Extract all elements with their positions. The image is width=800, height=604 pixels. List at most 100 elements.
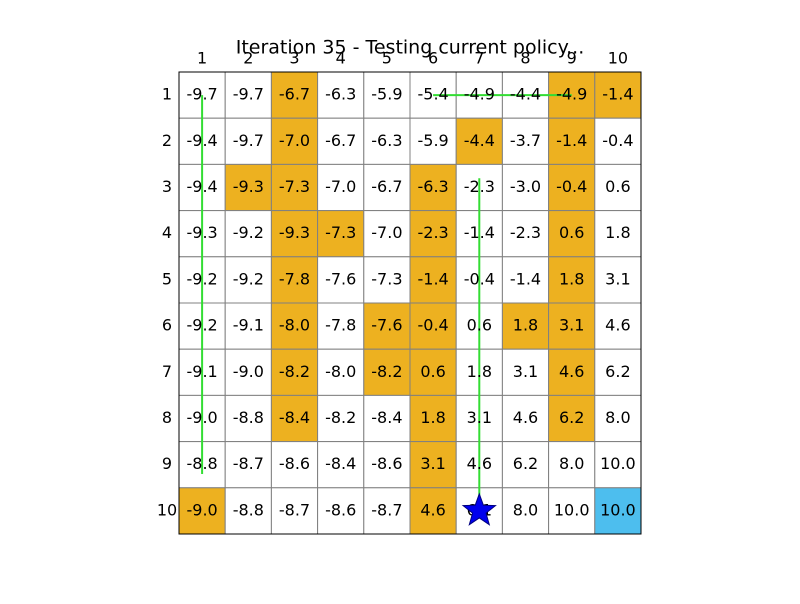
cell-value: -6.7 (371, 177, 402, 196)
cell (224, 117, 272, 165)
cell (501, 117, 550, 165)
column-label: 1 (197, 49, 207, 68)
cell-value: 3.1 (605, 269, 630, 288)
cell (409, 487, 457, 535)
cell (363, 394, 411, 443)
cell-value: -0.4 (464, 269, 495, 288)
row-label: 2 (162, 131, 172, 150)
cell-value: -6.7 (279, 85, 310, 104)
cell-value: -9.2 (233, 269, 264, 288)
cell-value: -9.0 (233, 362, 264, 381)
cell-value: -9.7 (233, 85, 264, 104)
cell-value: 3.1 (420, 454, 445, 473)
cell (594, 348, 642, 396)
cell-value: 4.6 (513, 408, 538, 427)
cell (317, 302, 365, 350)
cell-value: -1.4 (510, 269, 541, 288)
title: Iteration 35 - Testing current policy... (236, 37, 585, 59)
row-label: 1 (162, 85, 172, 104)
cell (224, 394, 272, 443)
row-label: 7 (162, 362, 172, 381)
cell-value: 6.2 (605, 362, 630, 381)
cell-value: -5.9 (417, 131, 448, 150)
cell-value: -9.1 (233, 316, 264, 335)
cell (270, 163, 319, 212)
cell (501, 348, 550, 396)
cell-value: 1.8 (513, 316, 538, 335)
cell (594, 256, 642, 304)
cell (409, 117, 457, 165)
cell (409, 302, 457, 350)
cell-value: 4.6 (420, 500, 445, 519)
cell (501, 487, 550, 535)
cell-value: -8.2 (371, 362, 402, 381)
cell-value: -8.6 (371, 454, 402, 473)
cell-value: -9.2 (186, 269, 217, 288)
cell-value: -7.3 (279, 177, 310, 196)
cell-value: 10.0 (600, 454, 636, 473)
cell-value: 8.0 (605, 408, 630, 427)
cell (548, 302, 596, 350)
cell (317, 348, 365, 396)
cell (224, 71, 272, 119)
cell-value: -4.4 (510, 85, 541, 104)
cell-value: 3.1 (467, 408, 492, 427)
row-label: 10 (157, 500, 177, 519)
cell (548, 117, 596, 165)
column-label: 6 (428, 49, 438, 68)
cell-value: -5.9 (371, 85, 402, 104)
cell-value: -1.4 (417, 269, 448, 288)
cell-value: -7.0 (279, 131, 310, 150)
cell-value: 1.8 (605, 223, 630, 242)
cell-value: -9.3 (186, 223, 217, 242)
agent-star (461, 492, 497, 526)
cell-value: -0.4 (602, 131, 633, 150)
cell (178, 487, 226, 535)
cell-value: -0.4 (417, 316, 448, 335)
cell-value: -9.7 (233, 131, 264, 150)
cell-value: 4.6 (559, 362, 584, 381)
column-label: 2 (243, 49, 253, 68)
row-label: 5 (162, 269, 172, 288)
cell-value: -2.3 (464, 177, 495, 196)
cell (363, 256, 411, 304)
cell (317, 117, 365, 165)
cell-value: -2.3 (417, 223, 448, 242)
cell-value: -8.6 (279, 454, 310, 473)
grid-border (178, 71, 642, 535)
cell-value: -6.3 (325, 85, 356, 104)
cell-value: -9.0 (186, 408, 217, 427)
row-label: 8 (162, 408, 172, 427)
cell (548, 256, 596, 304)
cell-value: -8.8 (233, 500, 264, 519)
cell-value: -9.3 (233, 177, 264, 196)
cell-value: -8.7 (371, 500, 402, 519)
cell-value: 10.0 (600, 500, 636, 519)
cell (501, 256, 550, 304)
cell-value: -8.4 (325, 454, 356, 473)
cell (594, 210, 642, 258)
cell (594, 117, 642, 165)
column-label: 4 (336, 49, 346, 68)
cell-value: -9.3 (279, 223, 310, 242)
cell-value: -7.0 (371, 223, 402, 242)
cell-value: 6.2 (559, 408, 584, 427)
cell-value: -9.2 (186, 316, 217, 335)
cell-value: -7.8 (325, 316, 356, 335)
cell (594, 487, 642, 535)
cell-value: 8.0 (559, 454, 584, 473)
cell (409, 394, 457, 443)
labels: -9.7 -9.7 -6.7 -6.3 -5.9 -5.4 -4.9 -4.4 -4.9 -1.4… (157, 49, 642, 535)
cell (224, 163, 272, 212)
cell (409, 348, 457, 396)
cell-value: -6.7 (325, 131, 356, 150)
cell-value: 4.6 (605, 316, 630, 335)
cell (317, 441, 365, 489)
column-label: 10 (608, 49, 628, 68)
cell-value: -9.2 (233, 223, 264, 242)
cell-value: 0.6 (559, 223, 584, 242)
column-label: 5 (382, 49, 392, 68)
cell (224, 441, 272, 489)
row-label: 6 (162, 316, 172, 335)
